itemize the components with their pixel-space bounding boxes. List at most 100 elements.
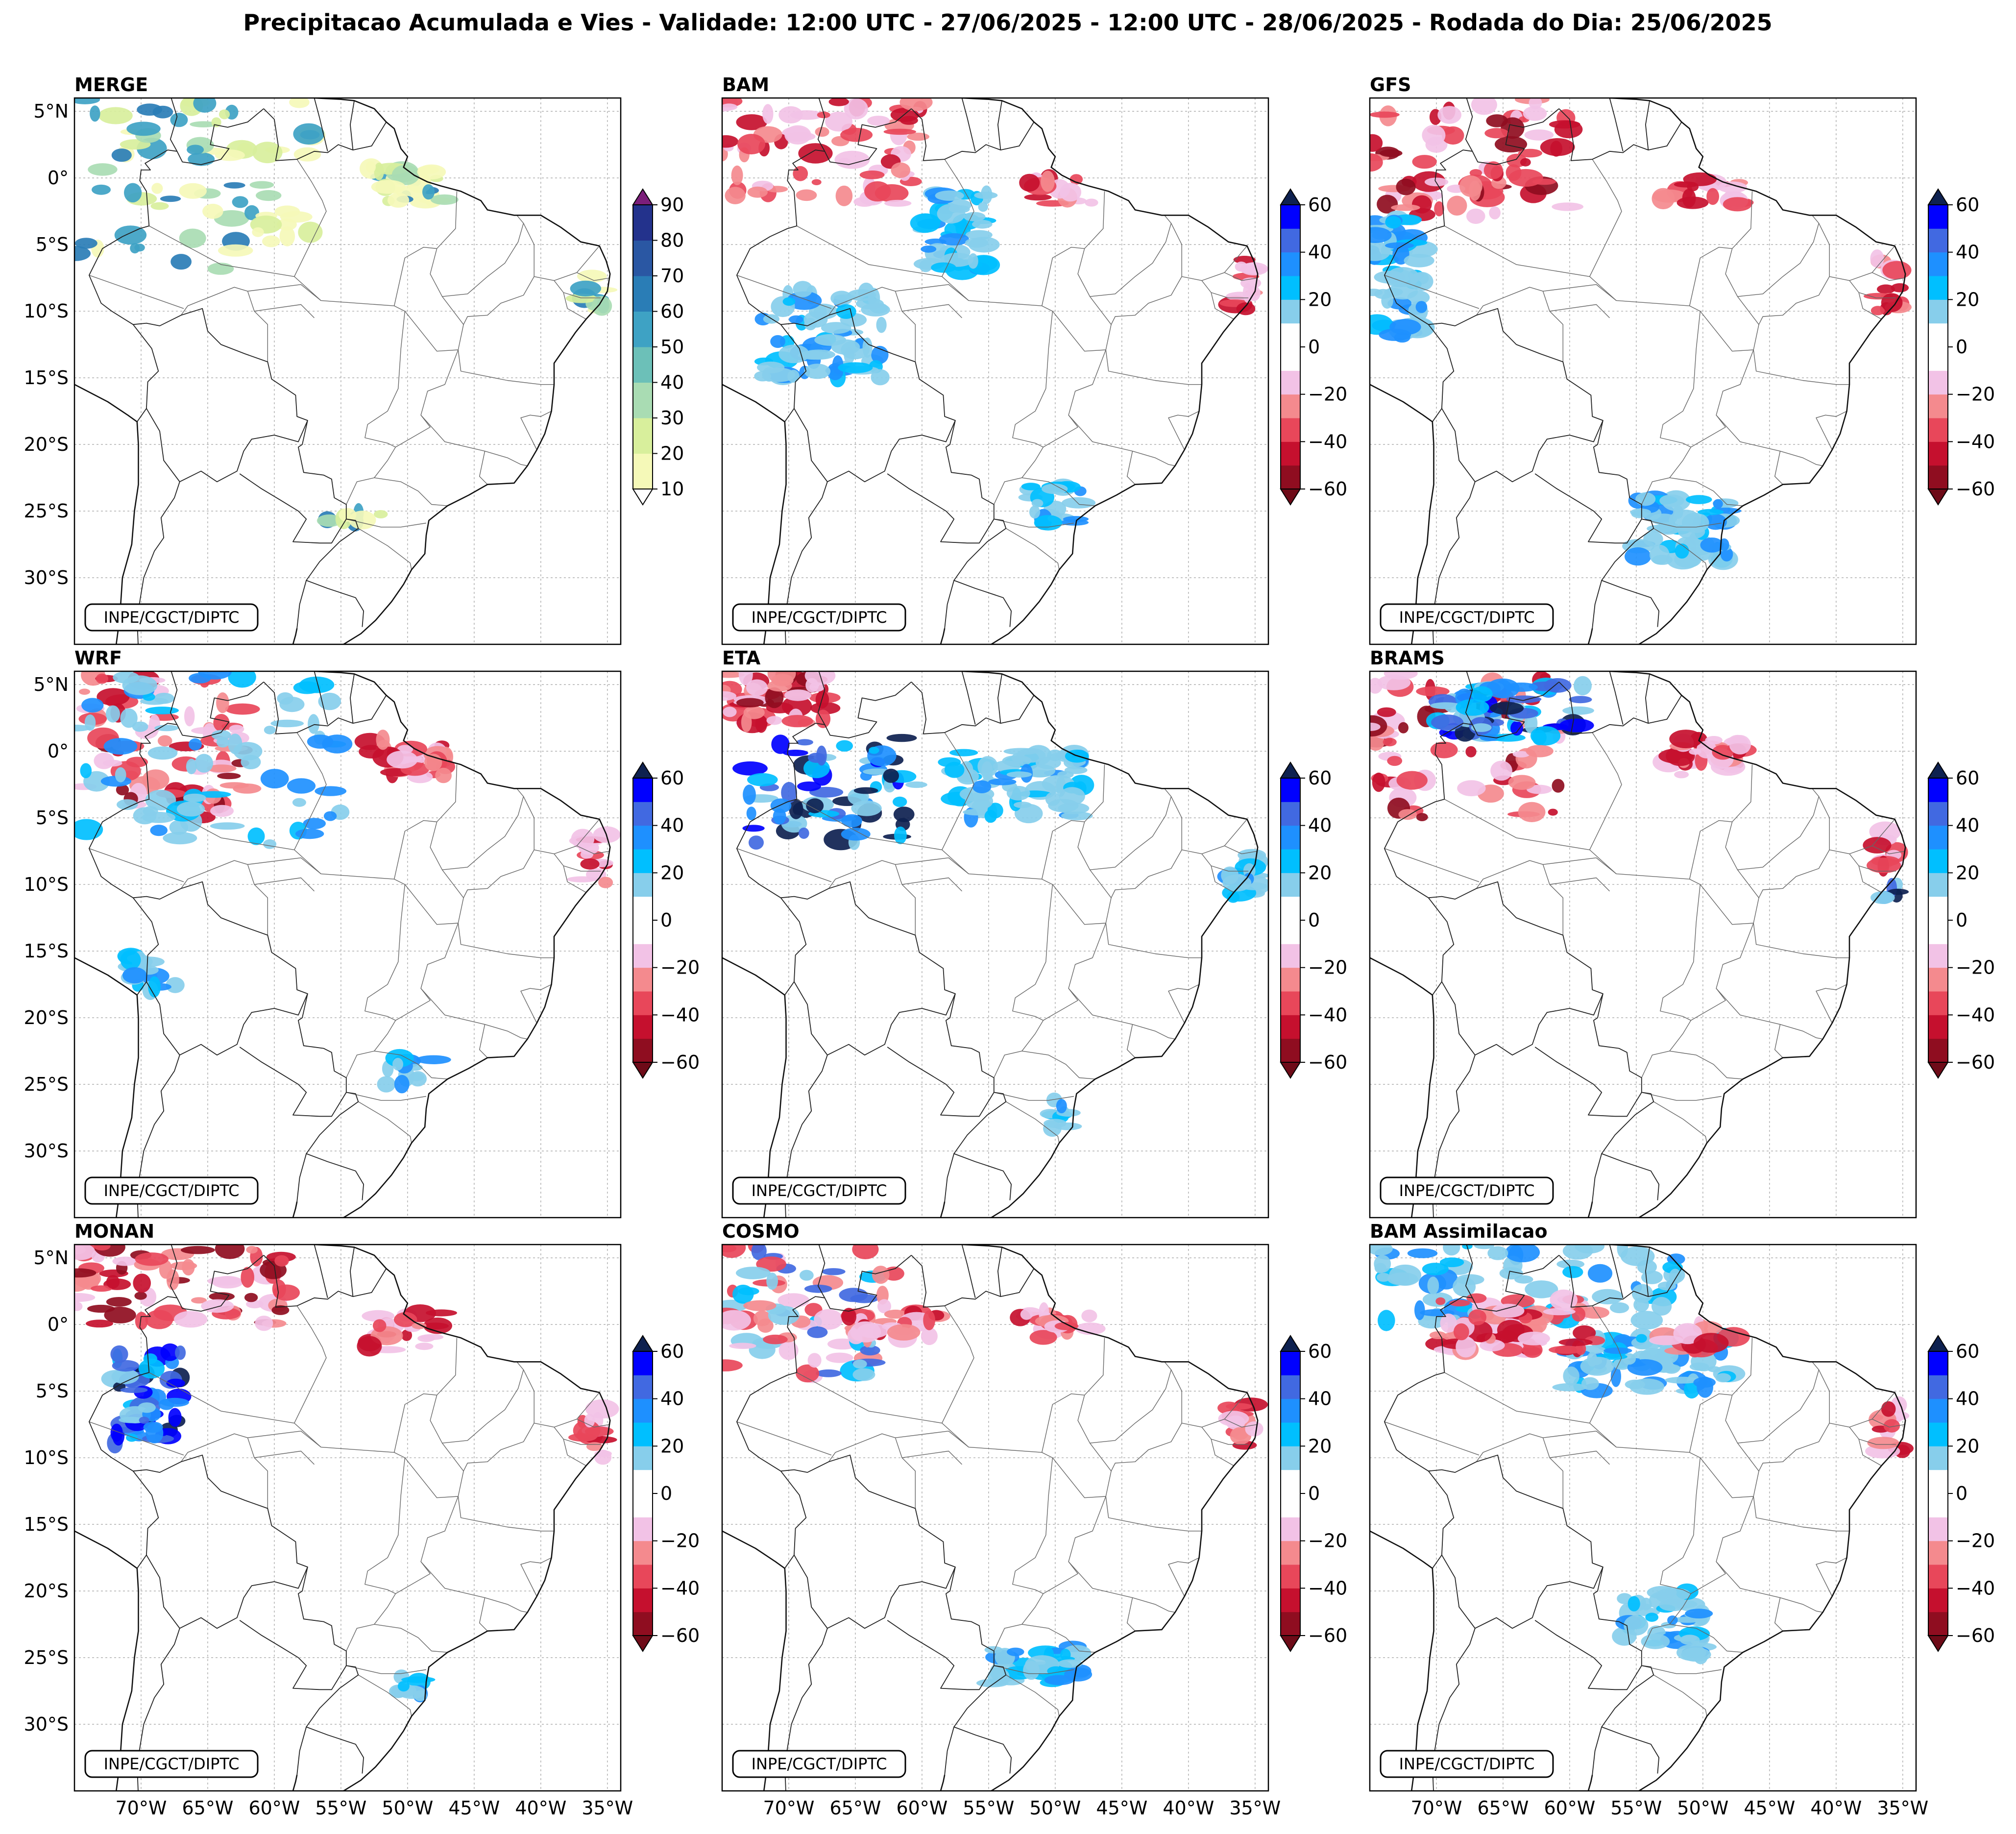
credit-label: INPE/CGCT/DIPTC	[104, 1181, 240, 1200]
data-cell	[1047, 1666, 1065, 1676]
data-region	[1652, 730, 1757, 779]
data-cell	[1526, 745, 1554, 758]
coastline	[313, 1245, 611, 1791]
colorbar-bin	[633, 1541, 653, 1565]
data-cell	[921, 245, 937, 253]
colorbar: −60 −40 −20 0 20 40 60	[1280, 1335, 1347, 1652]
colorbar-tick-label: −20	[1956, 1530, 1995, 1552]
country-border	[136, 981, 180, 1218]
data-cell	[1559, 718, 1594, 733]
state-boundary	[577, 272, 610, 281]
colorbar-bin	[1281, 1038, 1300, 1063]
coastline-west	[722, 1530, 787, 1791]
data-cell	[1523, 106, 1547, 121]
state-boundary	[1111, 1423, 1182, 1471]
data-cell	[757, 1319, 774, 1333]
data-cell	[1562, 1266, 1583, 1278]
colorbar-tick-label: 0	[660, 1483, 672, 1504]
data-cell	[570, 280, 602, 297]
data-cell	[796, 739, 813, 746]
state-boundary	[346, 518, 427, 528]
state-boundary	[358, 528, 412, 570]
state-boundary	[1444, 799, 1617, 874]
data-cell	[568, 1433, 597, 1442]
coastline-west	[722, 383, 787, 644]
data-cell	[115, 767, 126, 783]
data-cell	[766, 1272, 778, 1290]
data-cell	[1430, 702, 1461, 709]
data-cell	[893, 796, 907, 807]
colorbar-tick-label: 60	[1956, 194, 1979, 216]
state-boundary	[1021, 1051, 1095, 1079]
data-cell	[1456, 1336, 1476, 1358]
colorbar-bin	[633, 920, 653, 944]
data-cell	[1414, 1300, 1425, 1320]
lat-tick-label: 20°S	[24, 434, 69, 455]
data-cell	[1532, 178, 1556, 185]
colorbar-bin	[1928, 1446, 1948, 1470]
data-cell	[135, 1312, 148, 1330]
data-cell	[143, 1353, 157, 1365]
country-border	[961, 98, 976, 152]
data-cell	[749, 835, 764, 850]
coastline	[1608, 98, 1906, 644]
state-boundary	[1042, 1393, 1085, 1453]
colorbar-tick-label: −20	[1308, 384, 1347, 405]
state-boundary	[346, 1665, 427, 1674]
data-cell	[1385, 216, 1402, 229]
data-cell	[972, 220, 993, 229]
credit-box	[732, 603, 906, 632]
state-boundary	[294, 1305, 327, 1423]
data-cell	[252, 142, 283, 164]
country-border	[1534, 1047, 1642, 1117]
state-boundary	[554, 854, 601, 872]
data-cell	[194, 754, 213, 773]
rio-da-prata	[292, 628, 298, 644]
country-border	[1428, 897, 1455, 996]
country-border	[997, 100, 1002, 150]
state-boundary	[942, 159, 974, 277]
state-boundary	[895, 284, 1053, 505]
data-cell	[1715, 1373, 1731, 1383]
data-cell	[907, 132, 930, 141]
colorbar-extend-min	[1927, 489, 1949, 506]
data-cell	[1398, 809, 1417, 820]
country-border	[1465, 98, 1473, 152]
data-cell	[122, 967, 147, 984]
state-boundary	[796, 1372, 969, 1447]
credit-box	[732, 1750, 906, 1778]
data-cell	[1233, 256, 1256, 264]
colorbar-tick-label: 60	[660, 767, 684, 789]
data-cell	[804, 1284, 832, 1293]
country-border	[1428, 1470, 1455, 1569]
data-cell	[1532, 730, 1547, 746]
data-cell	[163, 831, 197, 845]
data-cell	[1459, 175, 1482, 197]
data-cell	[1678, 524, 1705, 539]
state-boundary	[1543, 857, 1701, 1078]
state-boundary	[554, 1427, 601, 1445]
data-cell	[415, 1343, 434, 1350]
coastline	[313, 98, 611, 644]
country-border	[887, 1047, 995, 1117]
state-boundary	[1780, 1024, 1823, 1040]
data-cell	[86, 1320, 113, 1328]
map-frame	[1369, 670, 1917, 1219]
state-boundary	[247, 857, 406, 1078]
data-cell	[1060, 183, 1082, 202]
data-cell	[978, 202, 988, 212]
data-cell	[1226, 1403, 1252, 1410]
colorbar-tick-label: −20	[660, 957, 700, 978]
colorbar-bin	[633, 825, 653, 850]
country-border	[997, 1247, 1002, 1297]
data-cell	[318, 692, 341, 710]
data-cell	[835, 185, 853, 206]
colorbar-bin	[633, 1565, 653, 1589]
data-cell	[872, 1266, 890, 1284]
state-boundary	[358, 1674, 412, 1716]
credit-label: INPE/CGCT/DIPTC	[104, 1755, 240, 1773]
colorbar-tick-label: 40	[660, 815, 684, 836]
data-cell	[91, 1285, 113, 1292]
data-cell	[287, 778, 316, 794]
state-boundary	[1732, 764, 1753, 822]
